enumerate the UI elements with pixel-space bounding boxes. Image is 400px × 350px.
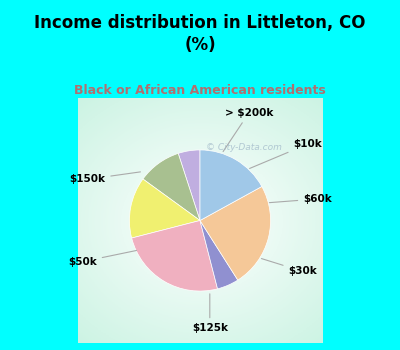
Text: $30k: $30k — [262, 259, 317, 276]
Wedge shape — [200, 187, 270, 280]
Text: $10k: $10k — [250, 139, 322, 168]
Text: © City-Data.com: © City-Data.com — [206, 142, 282, 152]
Wedge shape — [178, 150, 200, 220]
Wedge shape — [130, 179, 200, 238]
Text: Black or African American residents: Black or African American residents — [74, 84, 326, 97]
Wedge shape — [143, 153, 200, 220]
Text: $150k: $150k — [69, 172, 140, 184]
Wedge shape — [200, 220, 238, 289]
Wedge shape — [200, 150, 262, 220]
Text: Income distribution in Littleton, CO
(%): Income distribution in Littleton, CO (%) — [34, 14, 366, 54]
Text: $125k: $125k — [192, 294, 228, 333]
Wedge shape — [132, 220, 218, 291]
Text: > $200k: > $200k — [223, 108, 273, 152]
Text: $50k: $50k — [68, 251, 136, 267]
Text: $60k: $60k — [270, 194, 332, 204]
